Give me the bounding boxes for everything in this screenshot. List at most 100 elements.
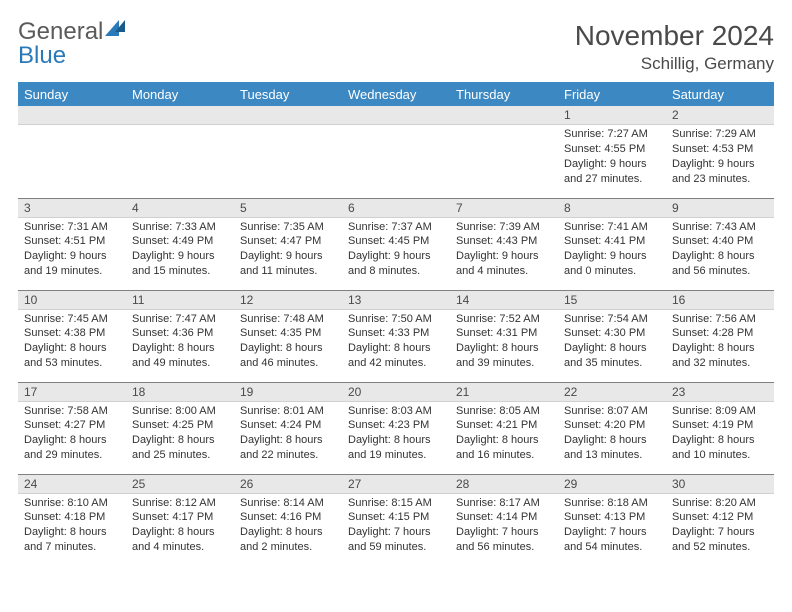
sunrise-text: Sunrise: 7:54 AM	[564, 312, 660, 327]
brand-logo: General Blue	[18, 20, 125, 68]
calendar-day: 19Sunrise: 8:01 AMSunset: 4:24 PMDayligh…	[234, 382, 342, 474]
calendar-day: 2Sunrise: 7:29 AMSunset: 4:53 PMDaylight…	[666, 106, 774, 198]
day-content: Sunrise: 7:29 AMSunset: 4:53 PMDaylight:…	[666, 125, 774, 190]
calendar-week: 24Sunrise: 8:10 AMSunset: 4:18 PMDayligh…	[18, 474, 774, 566]
sunset-text: Sunset: 4:43 PM	[456, 234, 552, 249]
day-content: Sunrise: 7:58 AMSunset: 4:27 PMDaylight:…	[18, 402, 126, 467]
day-content: Sunrise: 7:37 AMSunset: 4:45 PMDaylight:…	[342, 218, 450, 283]
daylight-text: Daylight: 7 hours and 56 minutes.	[456, 525, 552, 555]
daylight-text: Daylight: 9 hours and 11 minutes.	[240, 249, 336, 279]
calendar-day: 4Sunrise: 7:33 AMSunset: 4:49 PMDaylight…	[126, 198, 234, 290]
day-number: 12	[234, 291, 342, 310]
day-content: Sunrise: 8:20 AMSunset: 4:12 PMDaylight:…	[666, 494, 774, 559]
daylight-text: Daylight: 8 hours and 46 minutes.	[240, 341, 336, 371]
daylight-text: Daylight: 9 hours and 19 minutes.	[24, 249, 120, 279]
day-content: Sunrise: 8:00 AMSunset: 4:25 PMDaylight:…	[126, 402, 234, 467]
day-content: Sunrise: 8:15 AMSunset: 4:15 PMDaylight:…	[342, 494, 450, 559]
sunrise-text: Sunrise: 8:20 AM	[672, 496, 768, 511]
weekday-header: Sunday	[18, 83, 126, 107]
day-number: 7	[450, 199, 558, 218]
day-content: Sunrise: 7:31 AMSunset: 4:51 PMDaylight:…	[18, 218, 126, 283]
day-number: 6	[342, 199, 450, 218]
calendar-day: 26Sunrise: 8:14 AMSunset: 4:16 PMDayligh…	[234, 474, 342, 566]
sunset-text: Sunset: 4:12 PM	[672, 510, 768, 525]
day-content: Sunrise: 7:27 AMSunset: 4:55 PMDaylight:…	[558, 125, 666, 190]
sunset-text: Sunset: 4:18 PM	[24, 510, 120, 525]
day-number: 14	[450, 291, 558, 310]
day-content: Sunrise: 8:03 AMSunset: 4:23 PMDaylight:…	[342, 402, 450, 467]
day-content: Sunrise: 7:41 AMSunset: 4:41 PMDaylight:…	[558, 218, 666, 283]
daylight-text: Daylight: 9 hours and 15 minutes.	[132, 249, 228, 279]
day-number: 15	[558, 291, 666, 310]
sunrise-text: Sunrise: 7:41 AM	[564, 220, 660, 235]
sunrise-text: Sunrise: 7:52 AM	[456, 312, 552, 327]
day-content: Sunrise: 7:56 AMSunset: 4:28 PMDaylight:…	[666, 310, 774, 375]
day-number: 10	[18, 291, 126, 310]
day-number: 25	[126, 475, 234, 494]
brand-top: General	[18, 18, 103, 45]
calendar-day	[234, 106, 342, 198]
day-number: 5	[234, 199, 342, 218]
day-content: Sunrise: 7:48 AMSunset: 4:35 PMDaylight:…	[234, 310, 342, 375]
day-number	[126, 106, 234, 125]
daylight-text: Daylight: 9 hours and 0 minutes.	[564, 249, 660, 279]
calendar-day	[18, 106, 126, 198]
sunrise-text: Sunrise: 8:17 AM	[456, 496, 552, 511]
sail-icon	[115, 20, 125, 32]
day-content: Sunrise: 8:12 AMSunset: 4:17 PMDaylight:…	[126, 494, 234, 559]
daylight-text: Daylight: 8 hours and 32 minutes.	[672, 341, 768, 371]
calendar-day	[126, 106, 234, 198]
sunset-text: Sunset: 4:14 PM	[456, 510, 552, 525]
calendar-week: 1Sunrise: 7:27 AMSunset: 4:55 PMDaylight…	[18, 106, 774, 198]
calendar-week: 3Sunrise: 7:31 AMSunset: 4:51 PMDaylight…	[18, 198, 774, 290]
sunset-text: Sunset: 4:30 PM	[564, 326, 660, 341]
weekday-header: Thursday	[450, 83, 558, 107]
day-content: Sunrise: 8:07 AMSunset: 4:20 PMDaylight:…	[558, 402, 666, 467]
day-content: Sunrise: 7:39 AMSunset: 4:43 PMDaylight:…	[450, 218, 558, 283]
sunset-text: Sunset: 4:25 PM	[132, 418, 228, 433]
sunrise-text: Sunrise: 7:29 AM	[672, 127, 768, 142]
daylight-text: Daylight: 8 hours and 16 minutes.	[456, 433, 552, 463]
daylight-text: Daylight: 7 hours and 59 minutes.	[348, 525, 444, 555]
sunset-text: Sunset: 4:55 PM	[564, 142, 660, 157]
daylight-text: Daylight: 9 hours and 27 minutes.	[564, 157, 660, 187]
daylight-text: Daylight: 9 hours and 4 minutes.	[456, 249, 552, 279]
calendar-day: 22Sunrise: 8:07 AMSunset: 4:20 PMDayligh…	[558, 382, 666, 474]
sunrise-text: Sunrise: 7:37 AM	[348, 220, 444, 235]
sunset-text: Sunset: 4:23 PM	[348, 418, 444, 433]
sunset-text: Sunset: 4:17 PM	[132, 510, 228, 525]
day-number: 20	[342, 383, 450, 402]
daylight-text: Daylight: 8 hours and 25 minutes.	[132, 433, 228, 463]
calendar-day: 18Sunrise: 8:00 AMSunset: 4:25 PMDayligh…	[126, 382, 234, 474]
sunset-text: Sunset: 4:21 PM	[456, 418, 552, 433]
sunset-text: Sunset: 4:38 PM	[24, 326, 120, 341]
calendar-day: 11Sunrise: 7:47 AMSunset: 4:36 PMDayligh…	[126, 290, 234, 382]
sunrise-text: Sunrise: 7:48 AM	[240, 312, 336, 327]
daylight-text: Daylight: 8 hours and 13 minutes.	[564, 433, 660, 463]
sunrise-text: Sunrise: 8:14 AM	[240, 496, 336, 511]
calendar-day: 7Sunrise: 7:39 AMSunset: 4:43 PMDaylight…	[450, 198, 558, 290]
header: General Blue November 2024 Schillig, Ger…	[18, 20, 774, 74]
sunrise-text: Sunrise: 8:10 AM	[24, 496, 120, 511]
calendar-day: 23Sunrise: 8:09 AMSunset: 4:19 PMDayligh…	[666, 382, 774, 474]
day-content: Sunrise: 8:17 AMSunset: 4:14 PMDaylight:…	[450, 494, 558, 559]
sunset-text: Sunset: 4:35 PM	[240, 326, 336, 341]
calendar-day: 16Sunrise: 7:56 AMSunset: 4:28 PMDayligh…	[666, 290, 774, 382]
calendar-day	[450, 106, 558, 198]
day-number: 26	[234, 475, 342, 494]
sunrise-text: Sunrise: 8:00 AM	[132, 404, 228, 419]
daylight-text: Daylight: 8 hours and 22 minutes.	[240, 433, 336, 463]
day-number: 23	[666, 383, 774, 402]
day-content: Sunrise: 7:45 AMSunset: 4:38 PMDaylight:…	[18, 310, 126, 375]
day-content: Sunrise: 7:33 AMSunset: 4:49 PMDaylight:…	[126, 218, 234, 283]
sunset-text: Sunset: 4:53 PM	[672, 142, 768, 157]
sunset-text: Sunset: 4:20 PM	[564, 418, 660, 433]
sunrise-text: Sunrise: 7:43 AM	[672, 220, 768, 235]
sunrise-text: Sunrise: 8:01 AM	[240, 404, 336, 419]
calendar-day: 14Sunrise: 7:52 AMSunset: 4:31 PMDayligh…	[450, 290, 558, 382]
day-content: Sunrise: 8:18 AMSunset: 4:13 PMDaylight:…	[558, 494, 666, 559]
sunset-text: Sunset: 4:13 PM	[564, 510, 660, 525]
daylight-text: Daylight: 8 hours and 10 minutes.	[672, 433, 768, 463]
brand-bottom: Blue	[18, 42, 66, 69]
day-number: 11	[126, 291, 234, 310]
